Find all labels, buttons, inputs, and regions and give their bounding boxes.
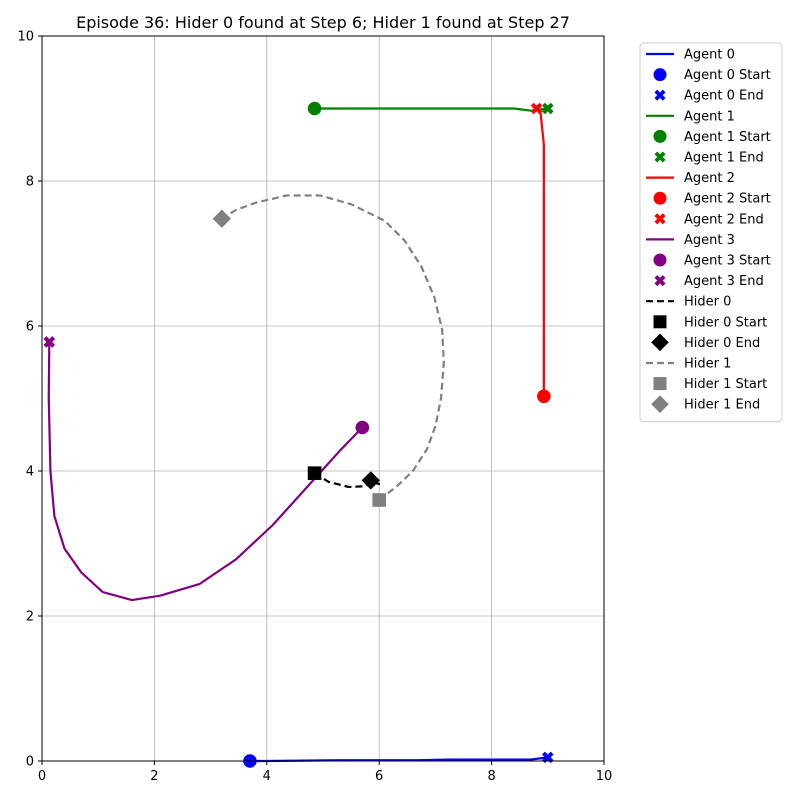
legend-marker-hider-1-start — [653, 377, 667, 391]
agent-3-start-marker — [355, 420, 370, 435]
agent-2-end-marker — [530, 102, 543, 115]
y-tick-label: 2 — [26, 610, 34, 625]
legend-box — [639, 42, 783, 423]
hider-0-start-marker — [307, 466, 322, 480]
legend: Agent 0 Agent 0 Start Agent 0 End Agent 1 Ag… — [639, 42, 783, 423]
agent-1-start-marker — [307, 101, 322, 116]
hider-1-end-marker — [212, 209, 232, 228]
hider-1-path — [221, 194, 445, 501]
legend-marker-agent-2-start — [653, 191, 667, 205]
legend-label-agent-2-end: Agent 2 End — [684, 212, 764, 227]
agent-0-end-marker — [542, 751, 554, 764]
legend-marker-hider-0-start — [653, 315, 667, 329]
legend-label-agent-0-start: Agent 0 Start — [684, 68, 771, 83]
hider-0-path — [313, 472, 381, 489]
legend-marker-hider-0-end — [651, 333, 669, 352]
legend-marker-agent-3-end — [654, 275, 666, 287]
plot-frame — [41, 35, 605, 762]
legend-label-agent-2: Agent 2 — [684, 171, 735, 186]
legend-label-agent-3: Agent 3 — [684, 233, 735, 248]
grid-lines — [41, 35, 605, 762]
hider-1-start-marker — [372, 493, 386, 507]
legend-marker-hider-1-end — [651, 395, 669, 413]
legend-label-agent-2-start: Agent 2 Start — [684, 192, 771, 207]
legend-label-hider-1: Hider 1 — [684, 357, 731, 372]
legend-marker-agent-3-start — [653, 253, 667, 267]
y-tick-label: 8 — [26, 175, 34, 190]
legend-label-agent-3-end: Agent 3 End — [684, 274, 764, 289]
tick-labels: 0 2 4 6 8 10 0 2 4 6 8 10 — [17, 30, 612, 785]
legend-label-hider-0: Hider 0 — [684, 295, 731, 310]
legend-marker-agent-0-end — [654, 89, 666, 101]
legend-label-agent-1-start: Agent 1 Start — [684, 130, 771, 145]
legend-marker-agent-1-start — [653, 129, 667, 143]
hider-0-end-marker — [361, 471, 380, 490]
legend-marker-agent-0-start — [653, 68, 667, 82]
legend-label-agent-0: Agent 0 — [684, 48, 735, 63]
legend-marker-agent-1-end — [654, 151, 666, 163]
x-tick-label: 6 — [375, 769, 383, 784]
legend-label-agent-0-end: Agent 0 End — [684, 89, 764, 104]
legend-label-hider-0-start: Hider 0 Start — [684, 315, 767, 330]
legend-label-agent-1: Agent 1 — [684, 109, 735, 124]
legend-label-hider-0-end: Hider 0 End — [684, 336, 760, 351]
x-tick-label: 4 — [263, 769, 271, 784]
y-tick-label: 6 — [26, 320, 34, 335]
legend-label-hider-1-end: Hider 1 End — [684, 398, 760, 413]
agent-1-end-marker — [542, 102, 554, 115]
series-layer — [43, 101, 554, 768]
x-tick-label: 2 — [150, 769, 158, 784]
agent-2-start-marker — [537, 389, 551, 404]
y-tick-label: 4 — [26, 465, 34, 480]
x-tick-label: 10 — [596, 769, 613, 784]
chart-title: Episode 36: Hider 0 found at Step 6; Hid… — [76, 13, 570, 32]
axes — [38, 35, 605, 765]
y-tick-label: 10 — [17, 30, 34, 45]
legend-marker-agent-2-end — [654, 213, 666, 225]
agent-3-end-marker — [43, 336, 56, 348]
legend-label-hider-1-start: Hider 1 Start — [684, 377, 767, 392]
x-tick-label: 8 — [487, 769, 495, 784]
legend-label-agent-1-end: Agent 1 End — [684, 151, 764, 166]
agent-3-path — [47, 341, 364, 602]
y-tick-label: 0 — [26, 755, 34, 770]
x-tick-label: 0 — [38, 769, 46, 784]
legend-label-agent-3-start: Agent 3 Start — [684, 254, 771, 269]
